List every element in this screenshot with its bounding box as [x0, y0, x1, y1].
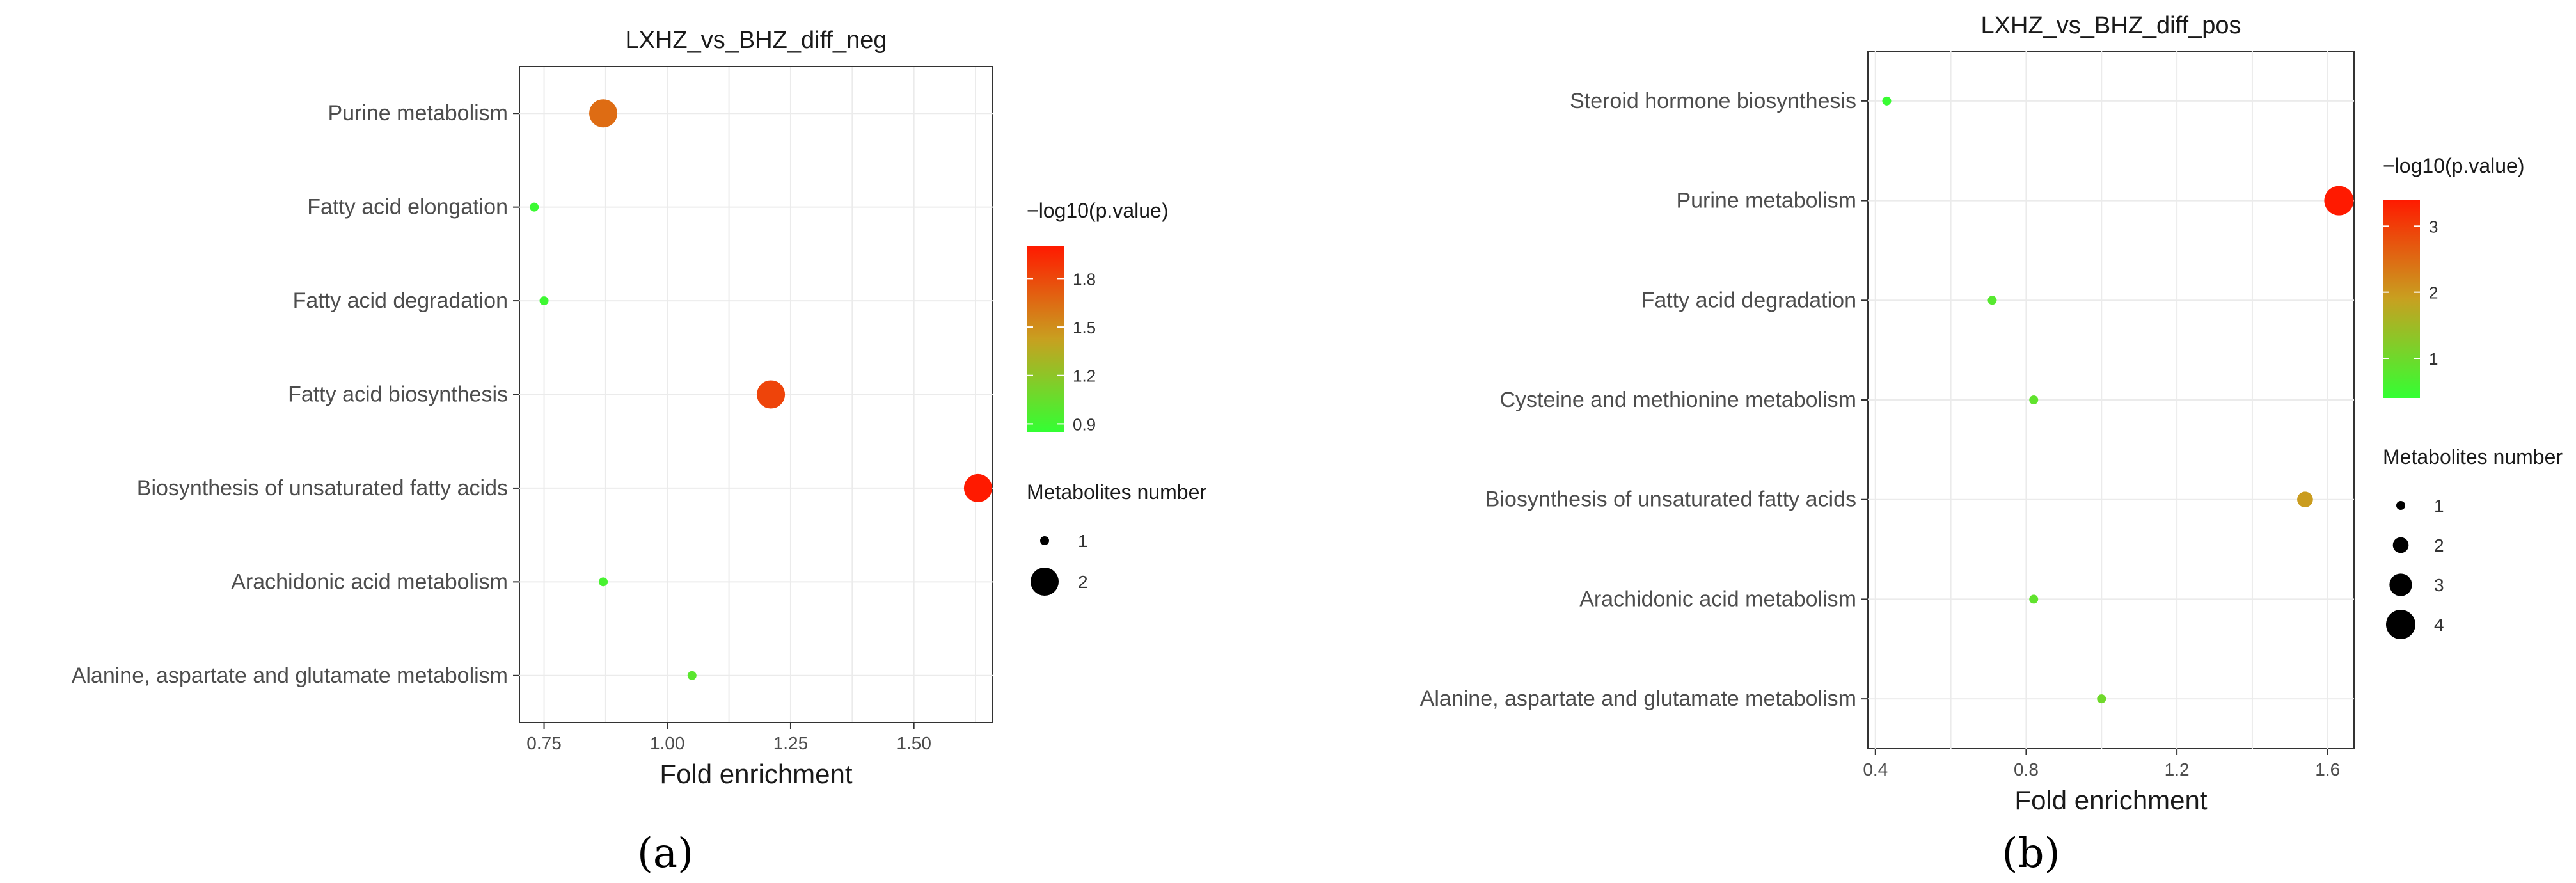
size-legend-dot	[2386, 610, 2415, 639]
y-tick-label: Cysteine and methionine metabolism	[1499, 388, 1856, 412]
data-point	[589, 99, 618, 128]
data-point	[1882, 96, 1892, 106]
y-tick-label: Arachidonic acid metabolism	[1579, 587, 1856, 611]
data-point	[687, 671, 697, 680]
color-legend-title: −log10(p.value)	[1027, 199, 1168, 222]
size-legend-dot	[2389, 573, 2412, 596]
x-tick-label: 0.4	[1863, 760, 1888, 779]
data-point	[1987, 296, 1997, 305]
color-legend-bar	[1027, 246, 1064, 432]
data-point	[2029, 594, 2039, 604]
y-tick-label: Biosynthesis of unsaturated fatty acids	[1485, 488, 1856, 512]
color-legend-title: −log10(p.value)	[2383, 154, 2524, 177]
size-legend-dot	[2396, 501, 2405, 510]
size-legend-label: 3	[2434, 575, 2444, 595]
chart-title: LXHZ_vs_BHZ_diff_neg	[625, 27, 887, 54]
size-legend-title: Metabolites number	[1027, 481, 1206, 504]
chart-title: LXHZ_vs_BHZ_diff_pos	[1981, 12, 2241, 39]
size-legend-title: Metabolites number	[2383, 445, 2563, 468]
x-tick-label: 1.00	[650, 733, 685, 753]
y-tick-label: Alanine, aspartate and glutamate metabol…	[1420, 687, 1856, 711]
panel-b: LXHZ_vs_BHZ_diff_pos Steroid hormone bios…	[1420, 12, 2563, 877]
data-point	[2029, 395, 2039, 404]
grid	[1868, 51, 2354, 749]
data-point	[2097, 694, 2106, 704]
panel-caption: (a)	[637, 830, 693, 877]
x-tick-label: 1.25	[773, 733, 809, 753]
color-legend-label: 1.8	[1073, 269, 1096, 289]
y-tick-label: Fatty acid degradation	[1641, 288, 1856, 312]
y-tick-label: Purine metabolism	[1676, 189, 1856, 213]
x-tick-label: 0.8	[2014, 760, 2039, 779]
y-tick-label: Arachidonic acid metabolism	[231, 569, 508, 594]
y-tick-label: Fatty acid biosynthesis	[288, 383, 508, 407]
x-tick-label: 1.2	[2165, 760, 2190, 779]
size-legend-dot	[1031, 568, 1059, 596]
y-tick-label: Biosynthesis of unsaturated fatty acids	[137, 476, 508, 500]
color-legend-label: 2	[2429, 283, 2438, 303]
size-legend-label: 2	[2434, 536, 2444, 555]
y-tick-label: Alanine, aspartate and glutamate metabol…	[72, 664, 508, 688]
color-legend-label: 1.2	[1073, 367, 1096, 386]
x-tick-label: 1.6	[2315, 760, 2340, 779]
size-legend-label: 4	[2434, 615, 2444, 635]
y-tick-label: Fatty acid elongation	[307, 195, 508, 219]
size-legend-dot	[2392, 537, 2409, 553]
data-point	[599, 577, 608, 587]
x-tick-label: 1.50	[896, 733, 931, 753]
size-legend-label: 1	[1078, 531, 1088, 551]
panel-caption: (b)	[2002, 830, 2060, 877]
data-point	[963, 473, 992, 502]
y-tick-label: Purine metabolism	[328, 101, 508, 125]
color-legend-label: 3	[2429, 217, 2438, 236]
color-legend-label: 0.9	[1073, 415, 1096, 434]
data-point	[2324, 186, 2354, 216]
color-legend-bar	[2383, 200, 2420, 398]
y-tick-label: Fatty acid degradation	[293, 289, 508, 313]
data-point	[757, 380, 786, 409]
data-point	[539, 296, 549, 306]
y-tick-label: Steroid hormone biosynthesis	[1570, 89, 1856, 113]
x-tick-label: 0.75	[526, 733, 562, 753]
x-axis-label: Fold enrichment	[660, 759, 852, 789]
size-legend-label: 1	[2434, 496, 2444, 516]
data-point	[530, 202, 539, 212]
x-axis-label: Fold enrichment	[2014, 785, 2207, 815]
panel-a: LXHZ_vs_BHZ_diff_neg Purine metabolism Fat…	[72, 27, 1207, 877]
color-legend-label: 1	[2429, 349, 2438, 369]
size-legend-dot	[1040, 536, 1049, 545]
size-legend-label: 2	[1078, 572, 1088, 592]
color-legend-label: 1.5	[1073, 318, 1096, 337]
data-point	[2297, 491, 2313, 508]
